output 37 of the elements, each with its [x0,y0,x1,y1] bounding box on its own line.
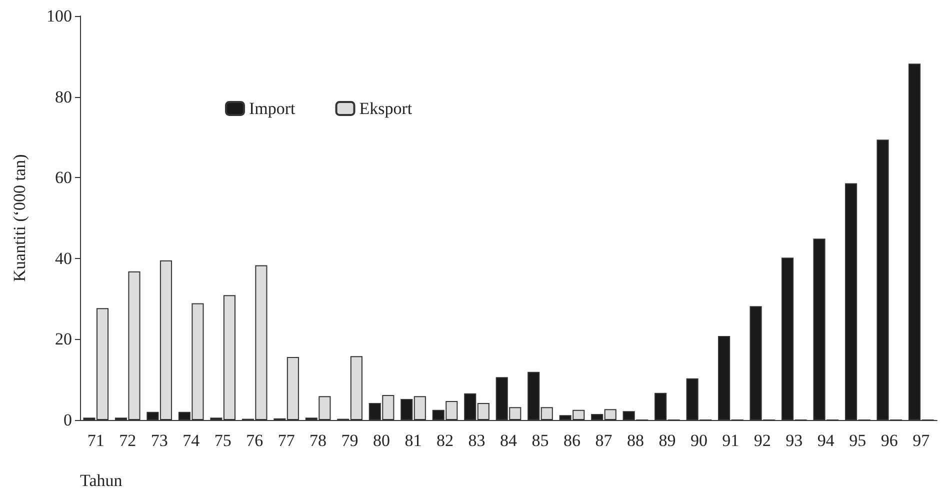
legend-label: Import [249,99,296,118]
x-tick-label: 82 [436,431,454,450]
x-tick-label: 84 [500,431,518,450]
x-tick-label: 79 [341,431,358,450]
x-tick-label: 71 [87,431,104,450]
x-tick-label: 74 [182,431,200,450]
x-tick-label: 73 [150,431,168,450]
x-tick-label: 72 [119,431,136,450]
x-tick-label: 86 [563,431,580,450]
x-tick-label: 97 [912,431,930,450]
x-tick-label: 96 [880,431,898,450]
x-tick-label: 87 [595,431,613,450]
x-tick-label: 81 [404,431,422,450]
x-tick-label: 83 [468,431,486,450]
x-tick-label: 90 [690,431,708,450]
x-tick-label: 75 [214,431,232,450]
y-axis-title: Kuantiti (‘000 tan) [10,154,29,282]
legend-label: Eksport [359,99,412,118]
x-tick-label: 76 [246,431,264,450]
y-tick-label: 100 [46,6,72,26]
y-tick-label: 60 [55,168,72,188]
x-tick-label: 91 [722,431,740,450]
x-tick-label: 77 [278,431,296,450]
x-tick-label: 89 [658,431,676,450]
x-tick-label: 80 [373,431,390,450]
x-axis-title: Tahun [80,471,123,490]
x-tick-label: 88 [626,431,644,450]
y-tick-label: 40 [55,248,72,268]
x-tick-label: 94 [817,431,835,450]
y-tick-label: 80 [55,87,72,106]
x-tick-label: 93 [786,431,803,450]
x-tick-label: 92 [754,431,771,450]
y-tick-label: 0 [64,410,72,430]
x-tick-label: 85 [532,431,549,450]
x-tick-label: 95 [849,431,866,450]
x-tick-label: 78 [310,431,327,450]
y-tick-label: 20 [55,330,72,349]
